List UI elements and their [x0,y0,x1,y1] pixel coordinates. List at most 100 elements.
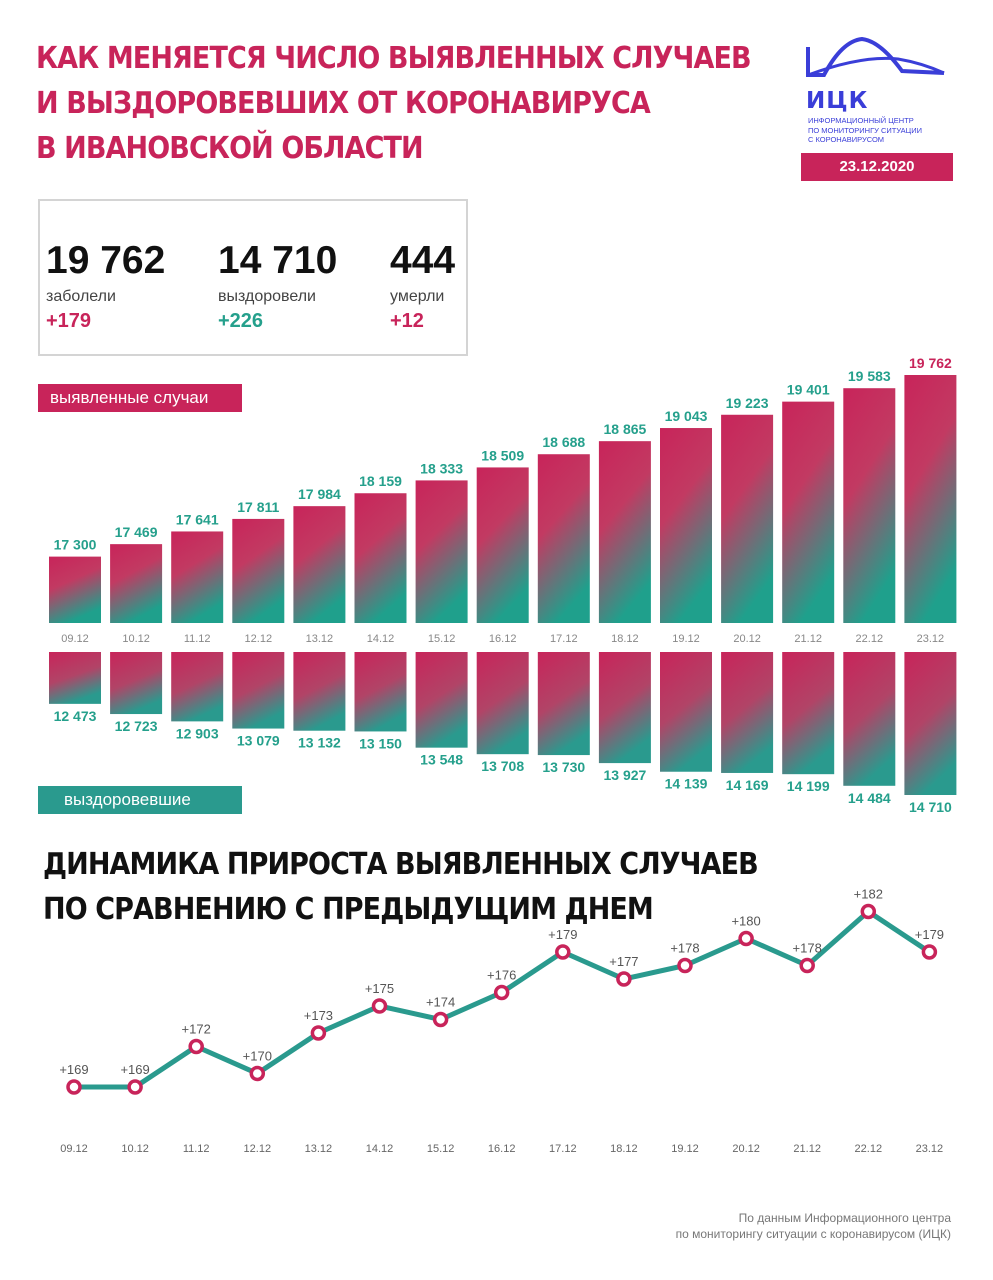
case-bar [598,441,651,623]
main-title-line-2: И ВЫЗДОРОВЕВШИХ ОТ КОРОНАВИРУСА [36,86,651,121]
recovered-bar [721,652,774,773]
date-tick: 11.12 [184,633,211,645]
line-date-tick: 13.12 [305,1143,333,1155]
case-bar-label: 17 984 [298,486,341,502]
increment-label: +179 [915,927,944,942]
line-date-tick: 11.12 [183,1143,210,1155]
increment-label: +179 [548,927,577,942]
case-bar-label: 18 688 [542,434,585,450]
recovered-bar [110,652,163,715]
main-title-line-1: КАК МЕНЯЕТСЯ ЧИСЛО ВЫЯВЛЕННЫХ СЛУЧАЕВ [36,41,752,76]
increment-point [555,944,571,960]
increment-point [493,984,510,1001]
case-bar [476,467,529,623]
recovered-bar-label: 13 150 [359,735,402,751]
increment-label: +174 [426,995,455,1010]
recovered-bar [49,652,101,704]
case-bar [843,388,896,623]
recovered-bar-label: 13 708 [481,758,524,774]
case-bar-label: 17 300 [54,537,97,553]
recovered-bar [660,652,712,772]
date-tick: 10.12 [122,633,150,645]
footer-line-2: по мониторингу ситуации с коронавирусом … [675,1227,951,1241]
line-date-tick: 17.12 [549,1143,577,1155]
case-bar [49,556,101,623]
increment-label: +170 [243,1049,272,1064]
section2-title-line-1: ДИНАМИКА ПРИРОСТА ВЫЯВЛЕННЫХ СЛУЧАЕВ [43,847,759,882]
stat-recovered-value: 14 710 [218,239,338,282]
recovered-bar-label: 14 484 [848,790,891,806]
logo-subtitle: ИНФОРМАЦИОННЫЙ ЦЕНТР ПО МОНИТОРИНГУ СИТУ… [808,116,968,145]
line-date-tick: 21.12 [793,1143,821,1155]
case-bar-label: 19 762 [909,355,952,371]
line-date-tick: 18.12 [610,1143,638,1155]
case-bar [171,531,224,623]
date-tick: 14.12 [367,633,395,645]
case-bar-label: 17 469 [115,524,158,540]
recovered-bar [293,652,346,731]
line-date-tick: 12.12 [244,1143,272,1155]
section2-title: ДИНАМИКА ПРИРОСТА ВЫЯВЛЕННЫХ СЛУЧАЕВ ПО … [43,842,759,932]
tag-recovered: выздоровевшие [38,786,242,814]
recovered-bar-label: 13 730 [542,759,585,775]
increment-label: +178 [670,941,699,956]
increment-label: +169 [59,1062,88,1077]
increment-label: +177 [609,954,638,969]
stat-deaths-delta: +12 [390,310,424,332]
increment-label: +169 [120,1062,149,1077]
date-tick: 18.12 [611,633,639,645]
increment-point [677,957,693,974]
recovered-bar-label: 13 927 [603,767,646,783]
date-tick: 21.12 [794,633,822,645]
increment-label: +182 [854,887,883,902]
recovered-bar-label: 14 710 [909,799,952,815]
case-bar [660,428,712,623]
recovered-bar [782,652,835,775]
increment-point [799,957,815,974]
main-title-line-3: В ИВАНОВСКОЙ ОБЛАСТИ [36,131,424,166]
recovered-bar-label: 12 903 [176,725,219,741]
increment-label: +176 [487,968,516,983]
increment-point [432,1011,449,1028]
line-date-tick: 19.12 [671,1143,699,1155]
recovered-bar [476,652,529,755]
footer-source: По данным Информационного центра по мони… [676,1210,951,1242]
case-bar [354,493,407,623]
recovered-bar [415,652,468,748]
date-tick: 20.12 [733,633,761,645]
main-title: КАК МЕНЯЕТСЯ ЧИСЛО ВЫЯВЛЕННЫХ СЛУЧАЕВ И … [36,36,752,171]
recovered-bar-label: 13 548 [420,752,463,768]
increment-label: +175 [365,981,394,996]
case-bar-label: 18 509 [481,447,524,463]
case-bar-label: 18 333 [420,460,463,476]
stat-deaths-value: 444 [390,239,456,282]
stat-deaths: 444 умерли +12 [390,238,455,333]
tag-cases: выявленные случаи [38,384,242,412]
increment-point [860,903,877,920]
itsk-logo-icon [806,36,945,77]
line-date-tick: 09.12 [60,1143,88,1155]
logo-subtitle-line-2: ПО МОНИТОРИНГУ СИТУАЦИИ [808,125,922,135]
increment-point [921,944,938,960]
increment-point [738,930,754,947]
stats-box [38,199,468,356]
increment-point [188,1038,204,1055]
date-tick: 19.12 [672,633,700,645]
recovered-bar-label: 12 723 [115,718,158,734]
stat-cases-value: 19 762 [46,239,166,282]
date-tick: 17.12 [550,633,578,645]
case-bar-label: 19 583 [848,368,891,384]
recovered-bar [904,652,957,795]
case-bar [904,375,957,623]
recovered-bar-label: 14 169 [726,777,769,793]
logo-subtitle-line-1: ИНФОРМАЦИОННЫЙ ЦЕНТР [808,116,914,125]
line-date-tick: 22.12 [855,1143,883,1155]
section2-title-line-2: ПО СРАВНЕНИЮ С ПРЕДЫДУЩИМ ДНЕМ [43,892,654,927]
recovered-bar [537,652,590,756]
logo-subtitle-line-3: С КОРОНАВИРУСОМ [808,135,885,144]
increment-point [310,1025,327,1041]
recovered-bar [354,652,407,732]
case-bar [782,401,835,623]
case-bar-label: 18 865 [603,421,646,437]
